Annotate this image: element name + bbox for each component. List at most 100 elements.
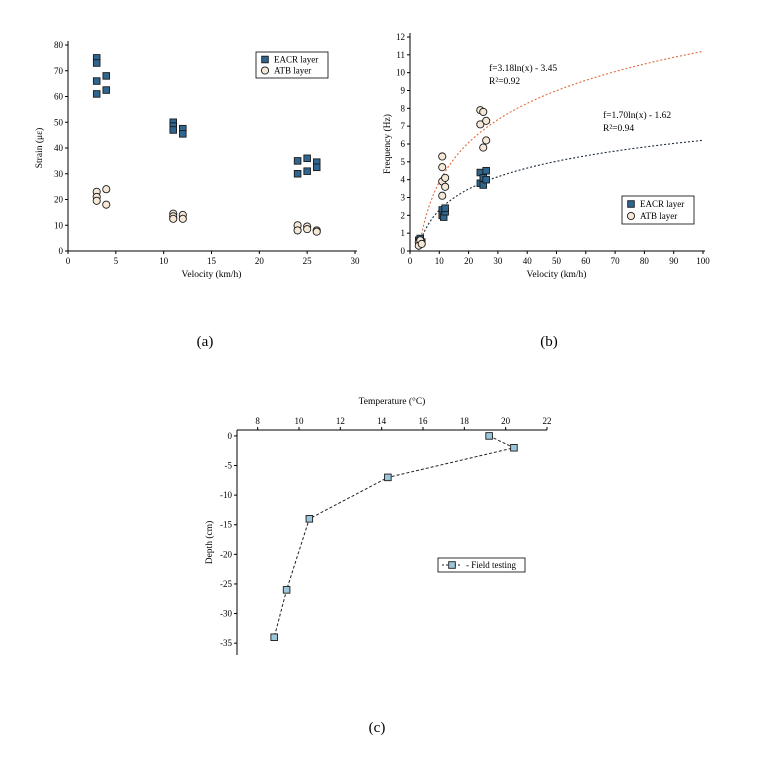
field-testing-point	[485, 432, 493, 440]
x-tick-label: 5	[114, 256, 119, 266]
legend-label: ATB layer	[274, 66, 311, 76]
y-tick-label: 40	[54, 143, 64, 153]
x-axis-label: Temperature (°C)	[359, 396, 426, 407]
panel-c-temperature-depth-chart: 8 10 12 14 16 18 20 22 0 -5 -10 -15 -20 -25 -30 -35 Temp…	[204, 396, 552, 736]
eacr-point	[92, 59, 101, 67]
eacr-point	[102, 86, 111, 94]
atb-point	[312, 227, 321, 236]
atb-point	[438, 152, 447, 161]
atb-point	[441, 173, 450, 182]
panel-a-strain-chart: 0 5 10 15 20 25 30 0 10 20 30 40 50 60 70 80 Velocity (k…	[34, 40, 360, 350]
x-tick-label: 14	[377, 416, 387, 426]
atb-point	[438, 191, 447, 200]
legend-box	[437, 557, 526, 573]
eacr-fit-equation: f=1.70ln(x) - 1.62	[603, 110, 671, 121]
legend-label: - Field testing	[466, 560, 516, 570]
y-tick-label: 80	[54, 40, 64, 50]
x-tick-label: 90	[669, 256, 679, 266]
legend-marker	[261, 55, 269, 64]
x-tick-label: 22	[543, 416, 552, 426]
field-testing-point	[282, 586, 291, 594]
x-tick-label: 40	[523, 256, 533, 266]
field-testing-line	[273, 435, 516, 638]
atb-point	[438, 163, 447, 172]
atb-point	[102, 185, 111, 194]
atb-point	[479, 143, 488, 152]
y-tick-label: 2	[401, 210, 406, 220]
x-tick-label: 12	[336, 416, 345, 426]
eacr-point	[179, 130, 187, 138]
eacr-fit-curve	[418, 139, 704, 247]
eacr-point	[312, 163, 321, 172]
y-tick-label: 3	[401, 193, 406, 203]
atb-point	[479, 107, 488, 116]
atb-point	[417, 239, 426, 248]
y-tick-label: 7	[401, 121, 406, 131]
eacr-point	[169, 126, 177, 134]
y-tick-label: 6	[401, 139, 406, 149]
panel-caption: (b)	[540, 334, 558, 350]
x-tick-label: 80	[640, 256, 650, 266]
y-tick-label: 8	[401, 103, 406, 113]
x-tick-label: 0	[66, 256, 71, 266]
atb-point	[92, 196, 101, 205]
y-tick-label: 5	[401, 157, 406, 167]
x-tick-label: 25	[303, 256, 313, 266]
panel-caption: (c)	[369, 720, 386, 736]
eacr-point	[303, 167, 311, 175]
eacr-point	[92, 77, 101, 85]
y-tick-label: -20	[220, 549, 232, 559]
eacr-fit-r2: R²=0.94	[603, 124, 634, 134]
atb-point	[293, 226, 302, 235]
y-tick-label: -35	[220, 638, 232, 648]
y-tick-label: 4	[401, 175, 406, 185]
y-axis-label: Frequency (Hz)	[382, 114, 393, 174]
y-tick-label: 0	[59, 246, 64, 256]
field-testing-point	[305, 515, 314, 523]
atb-point	[441, 182, 450, 191]
atb-point	[482, 116, 491, 125]
x-tick-label: 10	[295, 416, 305, 426]
legend-label: EACR layer	[274, 55, 318, 65]
y-tick-label: 20	[54, 195, 64, 205]
y-tick-label: -5	[225, 461, 233, 471]
legend-marker	[626, 211, 636, 221]
x-tick-label: 0	[408, 256, 413, 266]
y-tick-label: 10	[396, 68, 406, 78]
legend-marker	[627, 200, 635, 208]
eacr-point	[102, 72, 111, 80]
y-tick-label: 0	[228, 431, 233, 441]
y-tick-label: -25	[220, 579, 232, 589]
x-tick-label: 16	[419, 416, 429, 426]
y-tick-label: 0	[401, 246, 406, 256]
atb-point	[102, 200, 111, 209]
x-axis-label: Velocity (km/h)	[527, 269, 587, 280]
x-tick-label: 10	[159, 256, 169, 266]
x-tick-label: 60	[581, 256, 591, 266]
atb-fit-r2: R²=0.92	[489, 77, 520, 87]
legend-label: ATB layer	[640, 211, 677, 221]
legend-marker	[260, 66, 270, 75]
y-tick-label: -30	[220, 609, 232, 619]
y-tick-label: 11	[396, 50, 405, 60]
x-tick-label: 70	[611, 256, 621, 266]
y-tick-label: 12	[396, 32, 405, 42]
x-tick-label: 20	[255, 256, 265, 266]
eacr-point	[92, 90, 101, 98]
y-tick-label: 30	[54, 169, 64, 179]
x-tick-label: 10	[435, 256, 445, 266]
x-tick-label: 30	[493, 256, 503, 266]
eacr-point	[293, 169, 302, 178]
atb-point	[476, 120, 485, 129]
y-tick-label: 60	[54, 92, 64, 102]
x-tick-label: 15	[207, 256, 217, 266]
y-axis-label: Strain (με)	[34, 128, 45, 168]
field-testing-point	[270, 633, 278, 641]
atb-point	[169, 214, 178, 223]
legend-label: EACR layer	[640, 199, 684, 209]
y-tick-label: 50	[54, 117, 64, 127]
x-tick-label: 18	[460, 416, 470, 426]
atb-fit-equation: f=3.18ln(x) - 3.45	[489, 63, 557, 74]
x-tick-label: 20	[501, 416, 511, 426]
